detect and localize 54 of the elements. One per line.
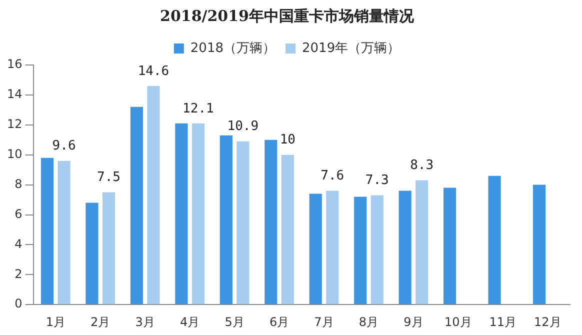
bar [354,196,367,304]
y-tick-label: 8 [14,176,22,191]
y-tick-label: 10 [6,146,22,161]
bar [175,123,188,304]
bar [326,190,339,304]
bar [102,192,116,304]
bar [370,195,384,304]
y-tick-label: 16 [6,57,22,72]
data-label: 7.6 [320,168,344,184]
bar [281,154,294,304]
bar [40,158,54,304]
x-tick-label: 7月 [314,314,334,329]
bar [398,190,412,304]
x-tick-label: 10月 [444,314,472,329]
chart-title: 2018/2019年中国重卡市场销量情况 [160,6,415,25]
data-label: 12.1 [182,101,214,116]
data-label: 7.5 [97,170,120,186]
x-tick-label: 2月 [90,314,110,329]
x-tick-label: 9月 [404,314,424,329]
data-label: 10.9 [227,119,259,134]
bar [416,180,428,304]
y-tick-label: 2 [14,266,22,281]
y-tick-label: 12 [6,117,22,132]
bar [488,176,501,304]
bar [309,194,322,304]
bar [532,184,546,304]
bar [220,135,232,304]
y-tick-label: 4 [14,236,22,251]
bar [130,106,143,304]
x-tick-label: 4月 [180,314,200,329]
bar [147,86,160,304]
x-tick-label: 3月 [135,314,155,329]
data-label: 10 [280,132,296,148]
x-tick-label: 12月 [534,314,562,329]
x-tick-label: 11月 [489,314,517,329]
y-tick-label: 6 [14,206,22,221]
y-tick-label: 0 [14,296,22,311]
data-label: 8.3 [410,158,434,174]
legend-label: 2018（万辆） [190,40,276,56]
bar [444,188,456,304]
x-tick-label: 8月 [358,314,379,329]
bar [264,140,278,304]
data-label: 14.6 [138,64,170,79]
x-tick-label: 1月 [46,314,66,329]
data-label: 9.6 [52,138,76,154]
bar [236,141,250,304]
bar [58,160,70,304]
bar [86,202,98,304]
legend-label: 2019年（万辆） [302,40,400,56]
x-tick-label: 5月 [224,314,244,329]
bar [192,123,204,304]
data-label: 7.3 [365,173,389,188]
x-tick-label: 6月 [269,314,290,329]
y-tick-label: 14 [6,87,22,102]
